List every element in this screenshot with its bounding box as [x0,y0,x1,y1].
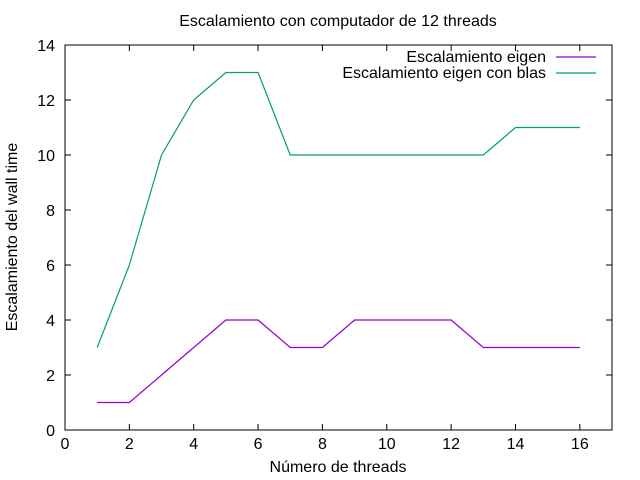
plot-area [64,44,613,431]
x-tick-label: 0 [61,436,70,453]
x-tick-label: 16 [571,436,589,453]
series-line [97,319,580,404]
x-tick-label: 6 [254,436,263,453]
legend-label: Escalamiento eigen [406,49,546,66]
y-tick-label: 2 [46,368,55,385]
y-tick-label: 8 [46,203,55,220]
y-tick-label: 6 [46,258,55,275]
y-tick-label: 12 [37,93,55,110]
axes: 0 2 4 6 8 10 12 14 16 0 2 4 6 8 10 12 14 [37,38,612,453]
x-tick-label: 2 [125,436,134,453]
x-tick-label: 14 [507,436,525,453]
y-tick-label: 0 [46,423,55,440]
x-tick-label: 8 [318,436,327,453]
series-layer [96,71,580,404]
x-tick-label: 10 [378,436,396,453]
legend-label: Escalamiento eigen con blas [342,65,546,82]
plot-border [64,44,613,431]
y-axis-label: Escalamiento del wall time [4,143,21,332]
x-tick-label: 12 [442,436,460,453]
x-axis-label: Número de threads [270,459,407,476]
y-tick-label: 14 [37,38,55,55]
x-tick-label: 4 [189,436,198,453]
series-line [96,71,580,348]
y-tick-label: 4 [46,313,55,330]
y-tick-label: 10 [37,148,55,165]
chart-title: Escalamiento con computador de 12 thread… [179,13,497,30]
